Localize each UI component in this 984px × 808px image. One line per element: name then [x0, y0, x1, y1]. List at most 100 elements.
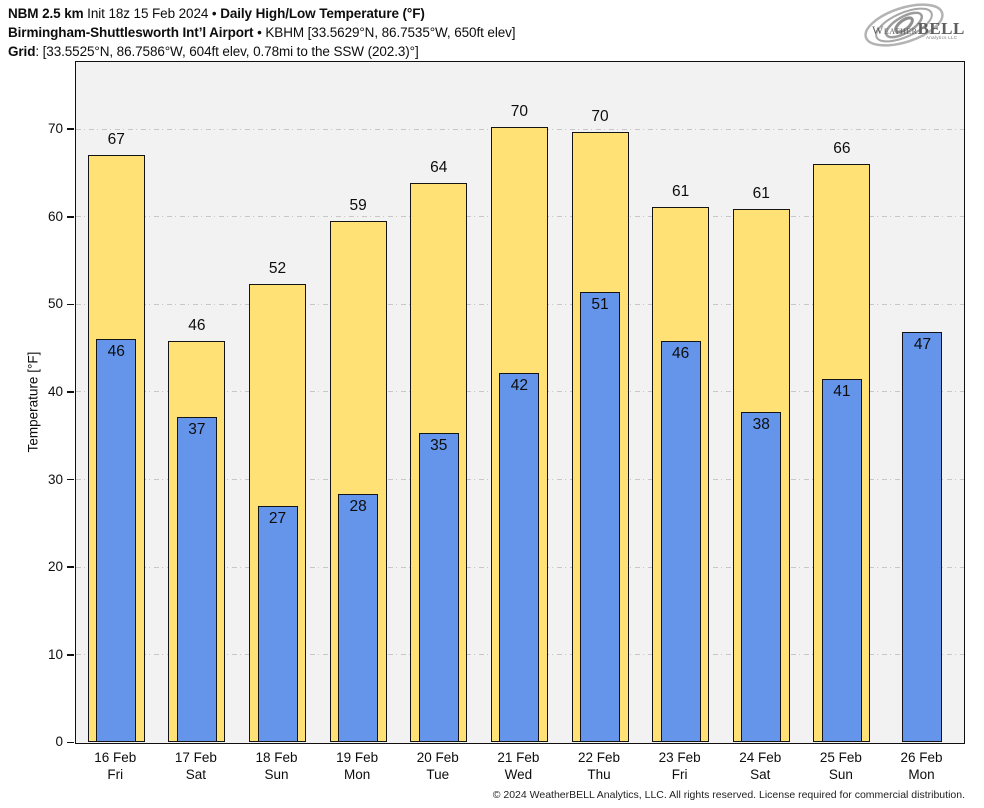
logo-wordmark: WeatherBELL [872, 19, 965, 39]
x-tick-date: 26 Feb [900, 750, 943, 765]
title-segment: Grid [8, 44, 36, 59]
copyright-notice: © 2024 WeatherBELL Analytics, LLC. All r… [492, 789, 965, 801]
y-tick [67, 741, 74, 744]
x-tick-date: 16 Feb [94, 750, 137, 765]
plot-area: 67 46 46 37 52 27 59 28 64 35 70 42 70 51 61 46 61 38 66 41… [75, 61, 965, 744]
y-tick-label: 70 [47, 121, 63, 137]
x-tick-date: 21 Feb [497, 750, 540, 765]
x-tick-label: 22 Feb Thu [559, 749, 640, 783]
low-value-label: 38 [752, 416, 770, 434]
x-tick-label: 21 Feb Wed [478, 749, 559, 783]
low-value-label: 28 [349, 497, 367, 515]
low-value-label: 27 [268, 510, 287, 528]
y-tick-label: 50 [47, 296, 63, 312]
chart-header: NBM 2.5 km Init 18z 15 Feb 2024 • Daily … [8, 4, 516, 61]
x-tick-weekday: Thu [587, 767, 611, 782]
low-bar [418, 432, 459, 742]
low-value-label: 42 [510, 376, 529, 394]
y-tick [67, 215, 74, 218]
high-value-label: 67 [107, 130, 125, 148]
low-value-label: 35 [430, 436, 448, 454]
x-tick-label: 19 Feb Mon [317, 749, 398, 783]
x-tick-label: 17 Feb Sat [156, 749, 237, 783]
x-tick-date: 25 Feb [819, 750, 862, 765]
y-tick-label: 40 [47, 383, 63, 399]
chart-title-line-3: Grid: [33.5525°N, 86.7586°W, 604ft elev,… [8, 42, 515, 61]
low-bar [499, 372, 540, 742]
x-tick-label: 20 Feb Tue [397, 749, 478, 783]
low-value-label: 37 [188, 420, 206, 438]
high-value-label: 61 [672, 182, 690, 200]
logo-weather-text: Weather [872, 23, 918, 37]
low-bar [338, 493, 379, 742]
y-tick-label: 10 [47, 646, 63, 662]
x-tick-weekday: Sun [264, 767, 289, 782]
low-value-label: 46 [672, 344, 690, 362]
x-tick-label: 18 Feb Sun [236, 749, 317, 783]
low-value-label: 51 [591, 295, 609, 313]
x-tick-weekday: Mon [344, 767, 371, 782]
high-value-label: 46 [188, 317, 206, 335]
x-tick-weekday: Tue [426, 767, 450, 782]
high-value-label: 70 [591, 108, 609, 126]
high-value-label: 52 [268, 259, 287, 277]
title-segment: Daily High/Low Temperature (°F) [220, 6, 425, 21]
low-bar [660, 340, 701, 742]
x-tick-weekday: Wed [504, 767, 533, 782]
y-tick [67, 128, 74, 130]
title-segment: : [33.5525°N, 86.7586°W, 604ft elev, 0.7… [35, 44, 419, 59]
x-tick-date: 23 Feb [658, 750, 701, 765]
y-tick [67, 478, 74, 481]
x-tick-date: 18 Feb [255, 750, 298, 765]
low-bar [741, 412, 782, 742]
title-segment: Birmingham-Shuttlesworth Int’l Airport [8, 25, 254, 40]
low-value-label: 46 [107, 342, 125, 360]
x-tick-date: 19 Feb [336, 750, 379, 765]
x-tick-weekday: Fri [671, 767, 688, 782]
high-value-label: 61 [752, 185, 770, 203]
low-bar [902, 331, 943, 742]
logo-bell-text: BELL [917, 19, 965, 38]
x-tick-label: 16 Feb Fri [75, 749, 156, 783]
y-tick [67, 391, 74, 393]
y-tick-label: 60 [47, 208, 63, 224]
low-bar [257, 506, 298, 742]
y-tick [67, 566, 74, 568]
x-tick-label: 25 Feb Sun [801, 749, 882, 783]
x-tick-weekday: Mon [908, 767, 935, 782]
low-bar [821, 379, 862, 742]
x-tick-date: 24 Feb [739, 750, 782, 765]
weatherbell-logo: WeatherBELL Analytics LLC [860, 2, 978, 50]
low-value-label: 47 [913, 335, 932, 353]
y-tick-label: 0 [55, 734, 63, 750]
y-tick-label: 30 [47, 471, 63, 487]
low-bar [96, 338, 137, 742]
high-value-label: 59 [349, 197, 367, 215]
title-segment: NBM 2.5 km [8, 6, 84, 21]
y-tick [67, 653, 74, 656]
x-tick-weekday: Sat [750, 767, 771, 782]
x-tick-label: 26 Feb Mon [881, 749, 962, 783]
x-tick-label: 24 Feb Sat [720, 749, 801, 783]
title-segment: • KBHM [33.5629°N, 86.7535°W, 650ft elev… [253, 25, 516, 40]
y-tick [67, 303, 74, 306]
high-value-label: 70 [510, 102, 529, 120]
x-tick-label: 23 Feb Fri [639, 749, 720, 783]
high-value-label: 66 [833, 140, 851, 158]
chart-title-line-1: NBM 2.5 km Init 18z 15 Feb 2024 • Daily … [8, 4, 515, 23]
x-tick-weekday: Fri [107, 767, 124, 782]
low-value-label: 41 [833, 383, 851, 401]
x-tick-weekday: Sat [185, 767, 207, 782]
y-axis-title: Temperature [°F] [25, 351, 41, 453]
low-bar [176, 416, 217, 742]
hurricane-swirl-icon [864, 3, 944, 47]
logo-subtitle: Analytics LLC [926, 35, 958, 40]
x-tick-date: 17 Feb [174, 750, 217, 765]
chart-title-line-2: Birmingham-Shuttlesworth Int’l Airport •… [8, 23, 516, 42]
low-bar [580, 291, 621, 742]
y-tick-label: 20 [47, 559, 63, 575]
x-tick-date: 20 Feb [416, 750, 459, 765]
high-value-label: 64 [430, 158, 448, 176]
title-segment: Init 18z 15 Feb 2024 • [83, 6, 221, 21]
